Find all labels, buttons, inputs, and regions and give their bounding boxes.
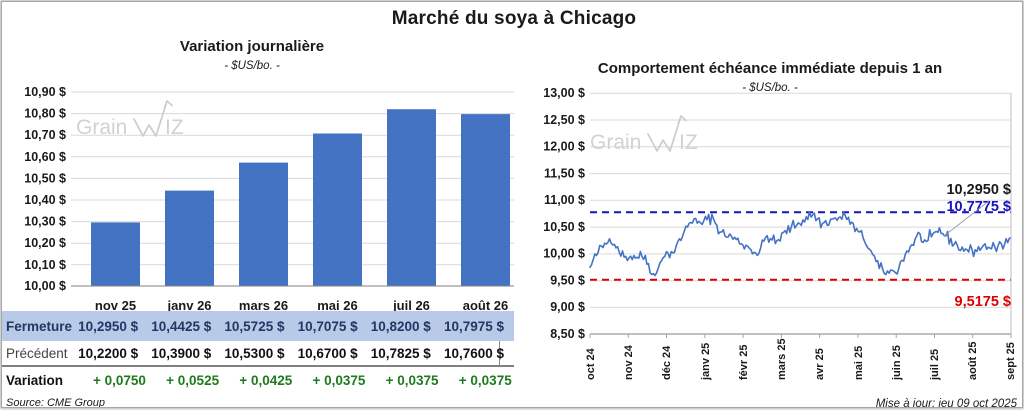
svg-text:sept 25: sept 25 — [1005, 342, 1017, 380]
svg-text:10,80 $: 10,80 $ — [24, 107, 66, 121]
svg-text:10,20 $: 10,20 $ — [24, 236, 66, 250]
svg-text:11,50 $: 11,50 $ — [544, 166, 585, 180]
svg-text:12,50 $: 12,50 $ — [543, 113, 585, 127]
svg-text:9,5175 $: 9,5175 $ — [955, 294, 1011, 310]
svg-text:9,00 $: 9,00 $ — [550, 300, 585, 314]
svg-text:10,40 $: 10,40 $ — [24, 193, 66, 207]
svg-text:mars 25: mars 25 — [776, 338, 788, 380]
svg-text:Grain: Grain — [76, 116, 127, 139]
svg-text:avr 25: avr 25 — [814, 348, 826, 380]
svg-text:10,00 $: 10,00 $ — [543, 247, 585, 261]
svg-text:13,00 $: 13,00 $ — [543, 86, 585, 100]
svg-text:juil 25: juil 25 — [929, 349, 941, 381]
svg-text:oct 24: oct 24 — [585, 347, 597, 380]
svg-text:10,50 $: 10,50 $ — [24, 171, 66, 185]
svg-text:juin 25: juin 25 — [891, 345, 903, 381]
svg-text:mai 25: mai 25 — [853, 346, 865, 380]
svg-text:10,2950 $: 10,2950 $ — [946, 182, 1011, 198]
svg-text:10,00 $: 10,00 $ — [24, 279, 66, 293]
svg-text:10,90 $: 10,90 $ — [24, 87, 66, 99]
svg-text:12,00 $: 12,00 $ — [543, 140, 585, 154]
svg-text:9,50 $: 9,50 $ — [550, 274, 585, 288]
svg-text:déc 24: déc 24 — [661, 345, 673, 380]
svg-text:10,7775 $: 10,7775 $ — [946, 199, 1011, 215]
svg-text:août 25: août 25 — [967, 341, 979, 380]
svg-text:nov 24: nov 24 — [623, 344, 635, 380]
svg-text:IZ: IZ — [165, 116, 184, 139]
svg-text:10,70 $: 10,70 $ — [24, 128, 66, 142]
svg-text:10,60 $: 10,60 $ — [24, 150, 66, 164]
svg-text:févr 25: févr 25 — [738, 345, 750, 380]
svg-text:IZ: IZ — [679, 131, 698, 154]
svg-text:janv 25: janv 25 — [700, 343, 712, 381]
svg-text:11,00 $: 11,00 $ — [544, 193, 585, 207]
svg-text:10,10 $: 10,10 $ — [24, 258, 66, 272]
svg-text:10,30 $: 10,30 $ — [24, 215, 66, 229]
svg-text:10,50 $: 10,50 $ — [543, 220, 585, 234]
svg-text:Grain: Grain — [590, 131, 641, 154]
svg-text:8,50 $: 8,50 $ — [550, 327, 585, 341]
